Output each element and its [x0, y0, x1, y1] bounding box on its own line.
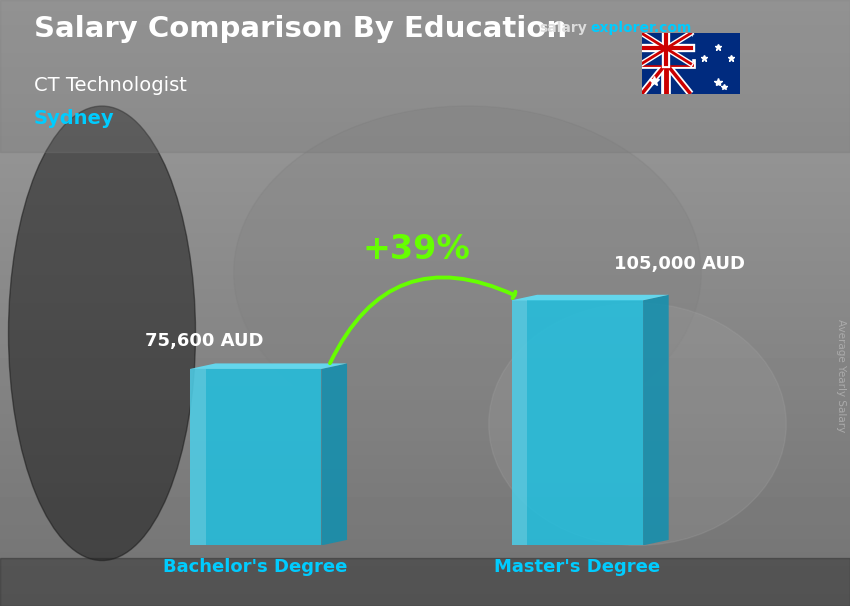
- Bar: [642, 33, 690, 64]
- FancyBboxPatch shape: [190, 369, 321, 545]
- Text: Master's Degree: Master's Degree: [494, 558, 660, 576]
- Ellipse shape: [8, 106, 196, 561]
- Bar: [0, 558, 850, 606]
- Ellipse shape: [489, 303, 786, 545]
- Text: 105,000 AUD: 105,000 AUD: [614, 255, 745, 273]
- FancyBboxPatch shape: [512, 301, 643, 545]
- Text: salary: salary: [540, 21, 587, 35]
- Text: CT Technologist: CT Technologist: [34, 76, 187, 95]
- Text: explorer.com: explorer.com: [591, 21, 692, 35]
- Polygon shape: [512, 295, 669, 301]
- Polygon shape: [643, 295, 669, 545]
- Ellipse shape: [234, 106, 701, 439]
- Bar: [190, 369, 206, 545]
- Text: 75,600 AUD: 75,600 AUD: [145, 331, 264, 350]
- Text: Sydney: Sydney: [34, 109, 115, 128]
- Text: Average Yearly Salary: Average Yearly Salary: [836, 319, 846, 432]
- Polygon shape: [190, 364, 347, 369]
- Text: Bachelor's Degree: Bachelor's Degree: [163, 558, 348, 576]
- Text: +39%: +39%: [363, 233, 470, 265]
- Text: Salary Comparison By Education: Salary Comparison By Education: [34, 15, 567, 43]
- Bar: [512, 301, 527, 545]
- Polygon shape: [321, 364, 347, 545]
- Bar: [0, 0, 850, 152]
